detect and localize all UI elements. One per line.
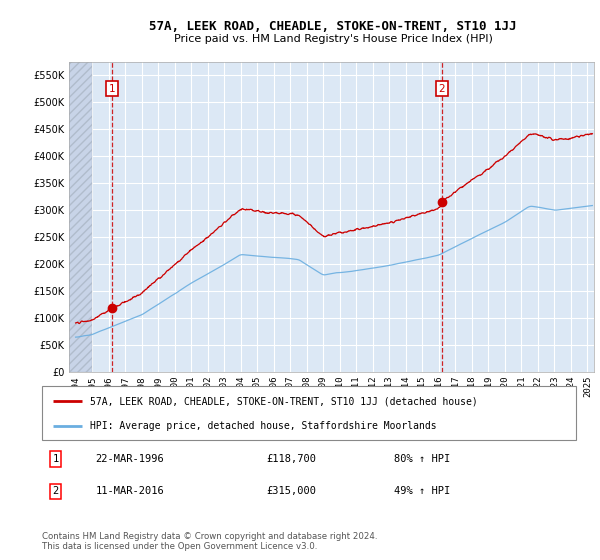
Text: 11-MAR-2016: 11-MAR-2016 [95,487,164,496]
Text: 57A, LEEK ROAD, CHEADLE, STOKE-ON-TRENT, ST10 1JJ (detached house): 57A, LEEK ROAD, CHEADLE, STOKE-ON-TRENT,… [90,396,478,407]
Text: 49% ↑ HPI: 49% ↑ HPI [394,487,451,496]
Text: HPI: Average price, detached house, Staffordshire Moorlands: HPI: Average price, detached house, Staf… [90,421,437,431]
Text: 57A, LEEK ROAD, CHEADLE, STOKE-ON-TRENT, ST10 1JJ: 57A, LEEK ROAD, CHEADLE, STOKE-ON-TRENT,… [149,20,517,32]
Text: 1: 1 [52,454,58,464]
Text: 80% ↑ HPI: 80% ↑ HPI [394,454,451,464]
Text: 2: 2 [52,487,58,496]
Bar [69,62,92,372]
Text: 1: 1 [109,83,116,94]
Text: 22-MAR-1996: 22-MAR-1996 [95,454,164,464]
Text: £118,700: £118,700 [266,454,316,464]
Text: Price paid vs. HM Land Registry's House Price Index (HPI): Price paid vs. HM Land Registry's House … [173,34,493,44]
Text: £315,000: £315,000 [266,487,316,496]
Text: Contains HM Land Registry data © Crown copyright and database right 2024.
This d: Contains HM Land Registry data © Crown c… [42,531,377,551]
Text: 2: 2 [439,83,445,94]
